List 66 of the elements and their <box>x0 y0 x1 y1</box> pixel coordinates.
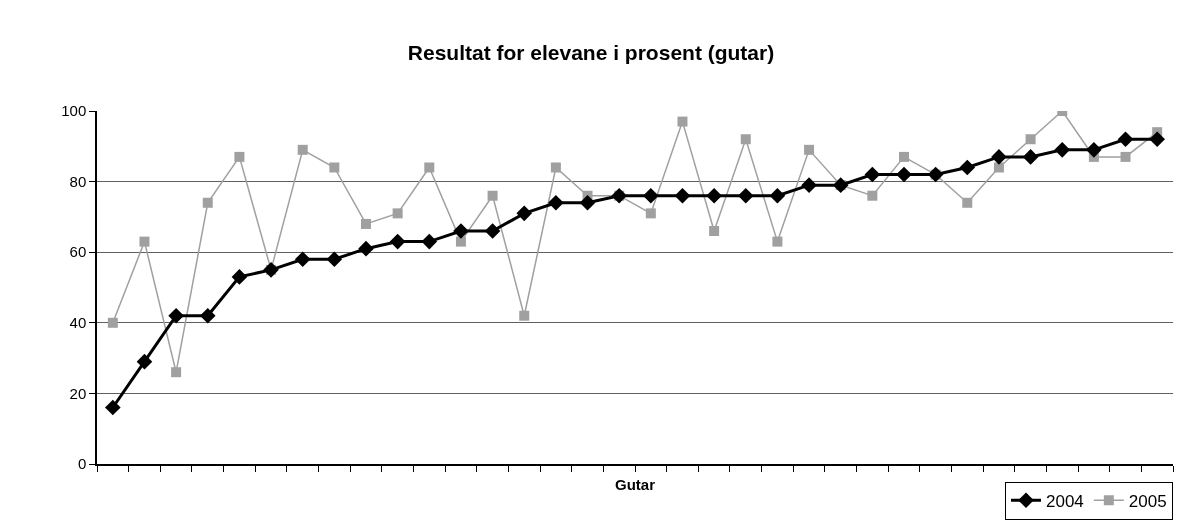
point <box>171 367 182 378</box>
point <box>896 166 912 183</box>
point <box>643 187 659 204</box>
point <box>993 162 1004 173</box>
point <box>107 317 118 328</box>
point <box>1025 134 1036 145</box>
point <box>645 208 656 219</box>
point <box>740 134 751 145</box>
point <box>326 251 343 268</box>
point <box>392 208 403 219</box>
point <box>455 236 466 247</box>
point <box>294 251 311 268</box>
point <box>737 187 754 204</box>
point <box>329 162 340 173</box>
point <box>234 151 245 162</box>
point <box>677 116 688 127</box>
point <box>361 218 371 229</box>
point <box>769 187 786 204</box>
point <box>867 190 878 201</box>
point <box>1117 131 1134 148</box>
point <box>105 399 121 416</box>
point <box>959 159 976 176</box>
point <box>516 205 533 222</box>
point <box>772 236 783 247</box>
point <box>550 162 561 173</box>
point <box>424 162 435 173</box>
point <box>864 166 881 183</box>
point <box>389 233 406 250</box>
point <box>709 226 720 237</box>
point <box>421 233 438 250</box>
point <box>579 194 596 211</box>
y-tick-label: 60 <box>69 243 87 261</box>
y-tick-label: 80 <box>69 172 87 190</box>
point <box>548 194 564 211</box>
point <box>487 190 498 201</box>
point <box>136 353 153 370</box>
point <box>202 197 213 208</box>
point <box>991 149 1007 165</box>
point <box>139 236 150 247</box>
point <box>1086 142 1102 158</box>
point <box>1149 131 1165 148</box>
point <box>1022 149 1039 165</box>
legend-label: 2005 <box>1128 491 1167 511</box>
point <box>1054 142 1071 158</box>
y-tick-label: 40 <box>69 314 87 332</box>
point <box>801 177 817 193</box>
point <box>674 187 691 204</box>
point <box>297 144 308 155</box>
y-tick-label: 100 <box>61 102 87 120</box>
point <box>804 144 815 155</box>
x-axis-title: Gutar <box>614 475 656 493</box>
point <box>199 307 216 324</box>
point <box>484 223 501 239</box>
point <box>519 310 530 321</box>
point <box>231 269 248 285</box>
point <box>899 151 909 162</box>
legend-label: 2004 <box>1046 491 1084 511</box>
point <box>168 307 184 324</box>
point <box>706 187 722 204</box>
point <box>358 240 374 257</box>
point <box>453 223 469 239</box>
y-tick-label: 0 <box>77 455 87 473</box>
point <box>1120 151 1131 162</box>
point <box>962 197 973 208</box>
chart-title: Resultat for elevane i prosent (gutar) <box>407 41 775 65</box>
y-tick-label: 20 <box>69 384 87 402</box>
